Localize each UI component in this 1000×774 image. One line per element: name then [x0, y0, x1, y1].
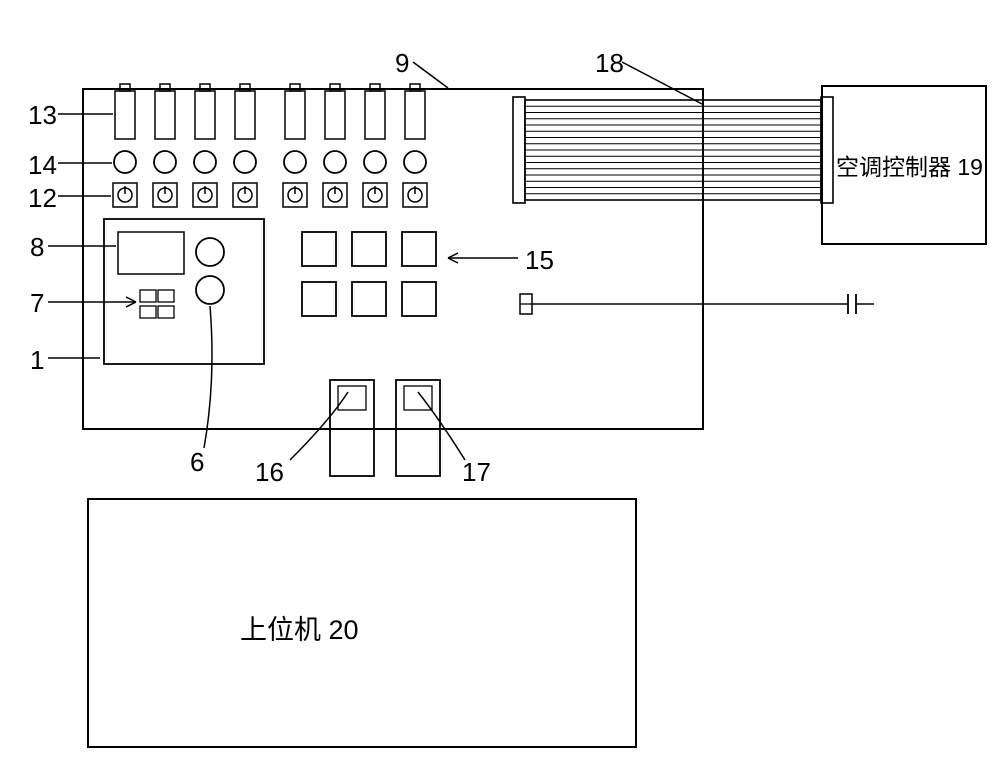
- label-1: 1: [30, 345, 44, 376]
- ac-controller-label: 空调控制器 19: [836, 148, 983, 182]
- label-18: 18: [595, 48, 624, 79]
- label-8: 8: [30, 232, 44, 263]
- host-pc-num: 20: [329, 615, 359, 645]
- host-pc-label: 上位机 20: [240, 608, 359, 647]
- label-13: 13: [28, 100, 57, 131]
- ac-controller-text: 空调控制器: [836, 154, 951, 180]
- label-15: 15: [525, 245, 554, 276]
- ac-controller-num: 19: [957, 154, 983, 180]
- label-7: 7: [30, 288, 44, 319]
- host-pc-text: 上位机: [240, 615, 321, 645]
- label-16: 16: [255, 457, 284, 488]
- label-14: 14: [28, 150, 57, 181]
- label-9: 9: [395, 48, 409, 79]
- label-6: 6: [190, 447, 204, 478]
- label-17: 17: [462, 457, 491, 488]
- diagram-svg: [0, 0, 1000, 774]
- label-12: 12: [28, 183, 57, 214]
